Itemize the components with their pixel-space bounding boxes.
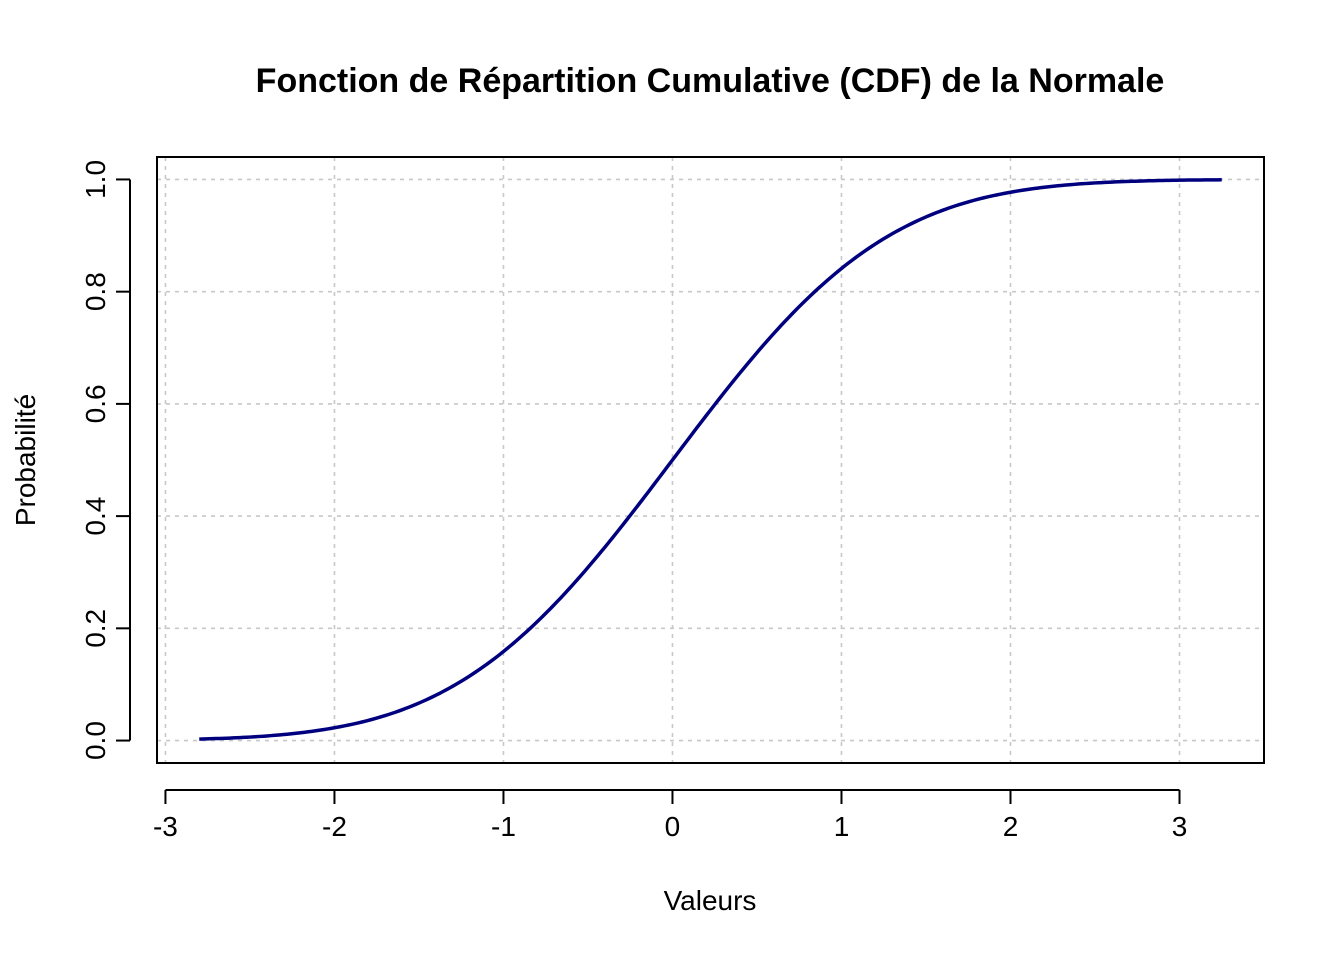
y-tick-label-2: 0.4 bbox=[80, 497, 111, 536]
plot-area-border bbox=[156, 156, 1265, 764]
x-tick-label-5: 2 bbox=[1003, 811, 1019, 842]
x-tick-label-6: 3 bbox=[1172, 811, 1188, 842]
x-tick-label-1: -2 bbox=[322, 811, 347, 842]
x-tick-label-4: 1 bbox=[834, 811, 850, 842]
x-tick-label-3: 0 bbox=[665, 811, 681, 842]
y-tick-label-4: 0.8 bbox=[80, 272, 111, 311]
x-tick-label-0: -3 bbox=[153, 811, 178, 842]
series-line-0 bbox=[199, 178, 1222, 741]
x-axis: -3 -2 -1 0 1 2 3 bbox=[153, 789, 1188, 842]
x-axis-label: Valeurs bbox=[664, 885, 757, 916]
y-axis: 0.0 0.2 0.4 0.6 0.8 1.0 bbox=[80, 160, 131, 760]
chart-title: Fonction de Répartition Cumulative (CDF)… bbox=[256, 62, 1165, 100]
x-tick-label-2: -1 bbox=[491, 811, 516, 842]
series-layer bbox=[199, 178, 1222, 741]
y-axis-label: Probabilité bbox=[10, 394, 41, 526]
y-tick-label-3: 0.6 bbox=[80, 384, 111, 423]
y-tick-label-0: 0.0 bbox=[80, 721, 111, 760]
grid bbox=[157, 157, 1264, 763]
y-tick-label-1: 0.2 bbox=[80, 609, 111, 648]
y-tick-label-5: 1.0 bbox=[80, 160, 111, 199]
